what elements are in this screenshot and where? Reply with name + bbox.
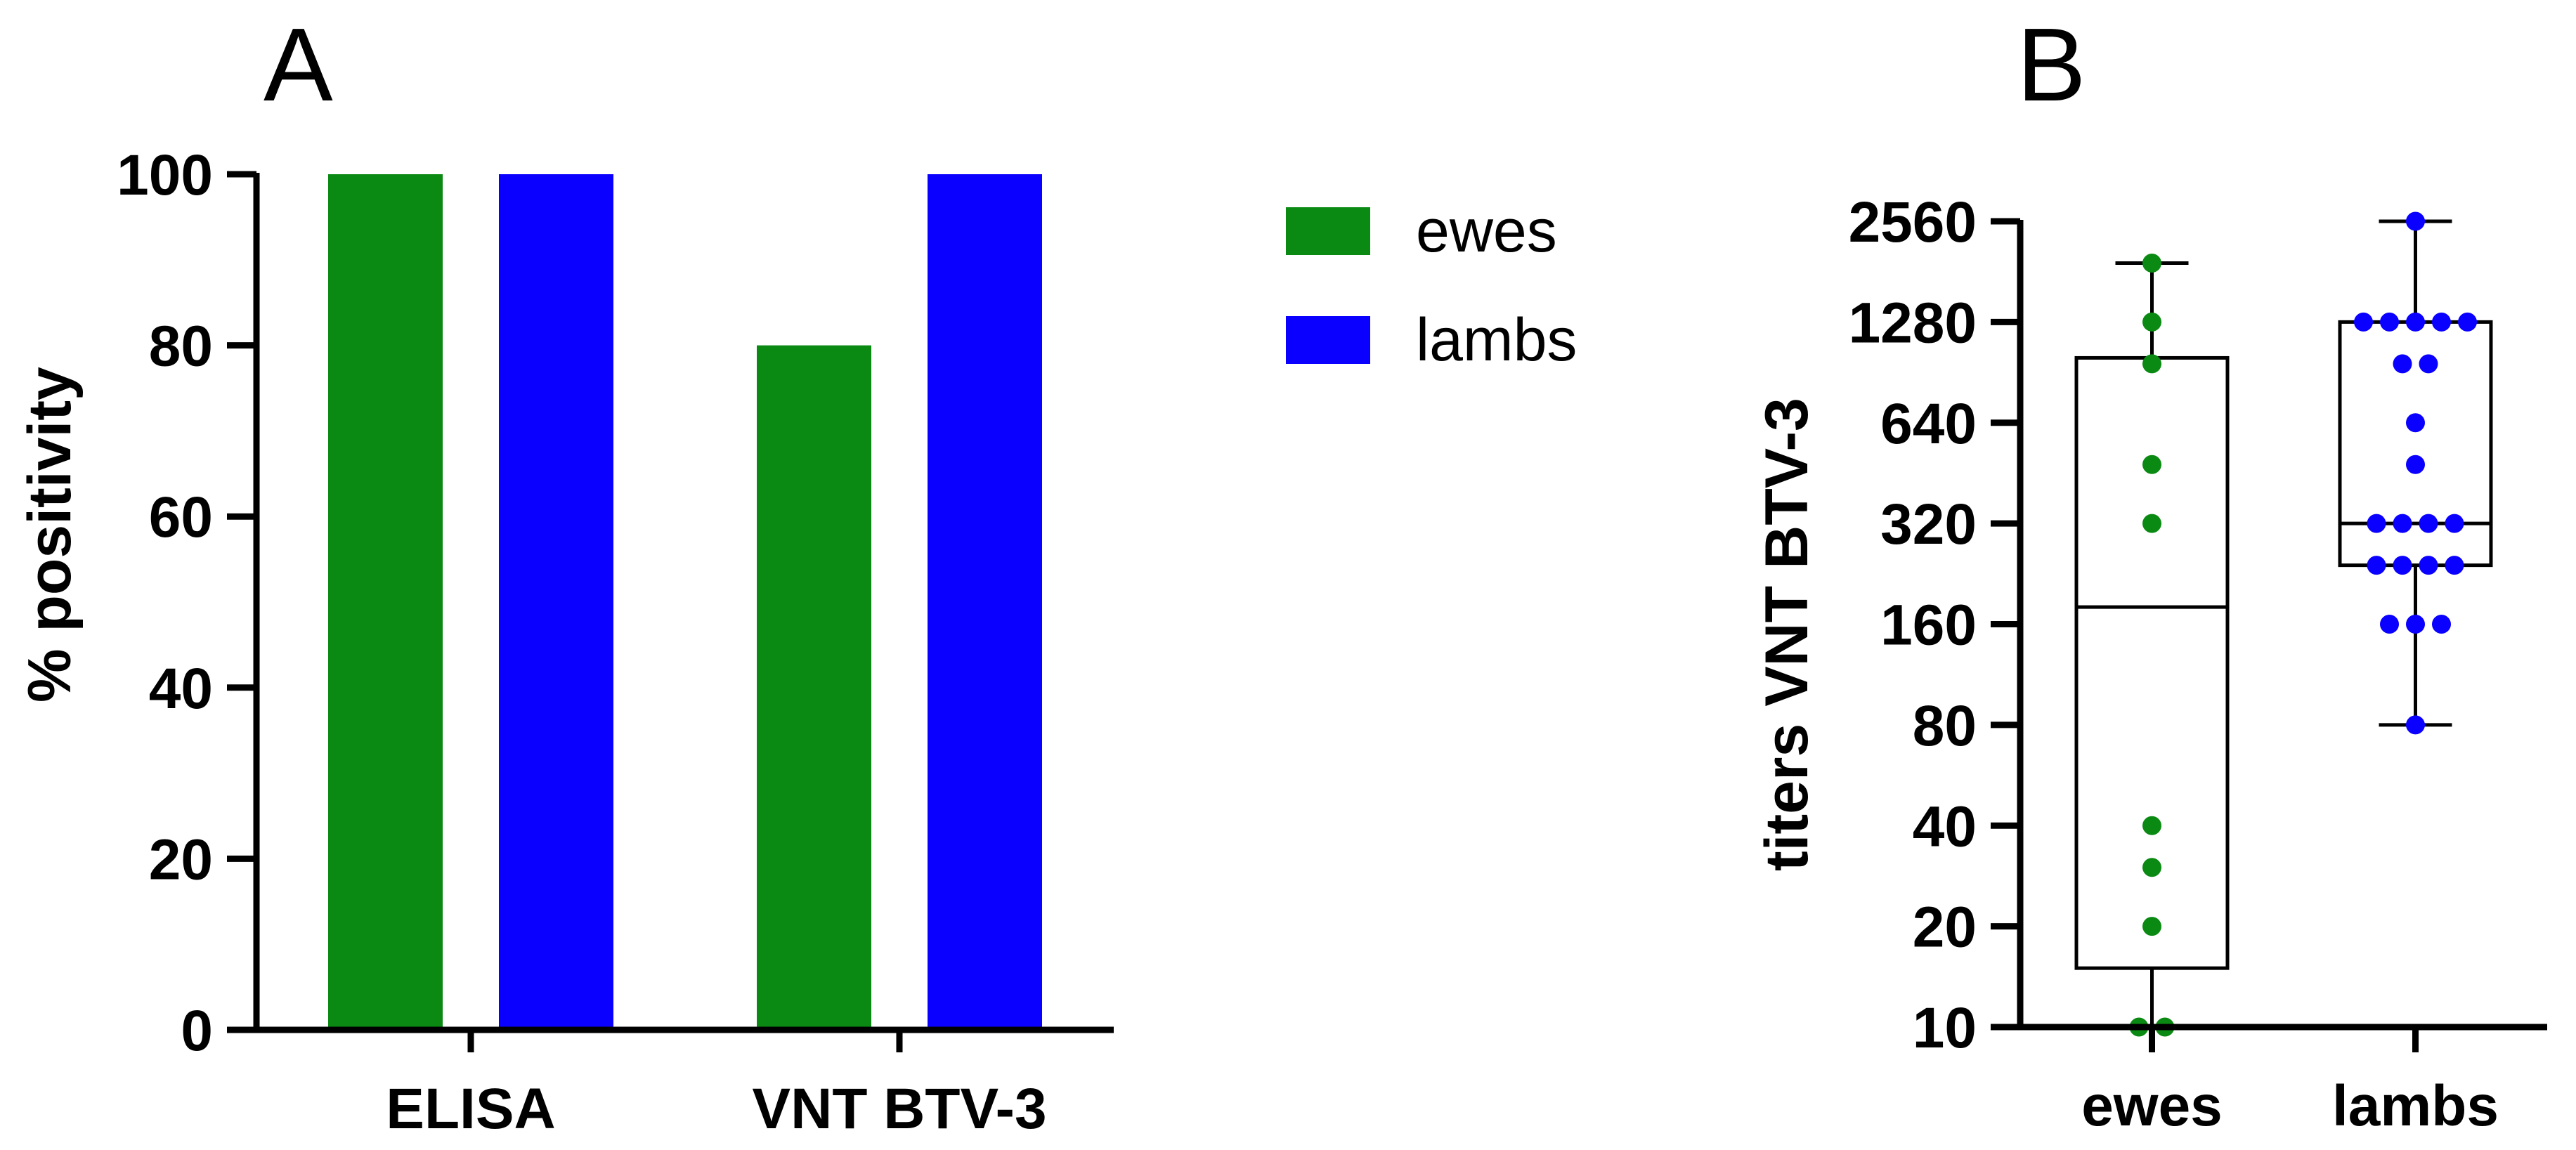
panel-a-x-tick-label: ELISA — [386, 1077, 555, 1141]
data-point-lambs — [2406, 455, 2425, 474]
data-point-lambs — [2406, 615, 2425, 634]
data-point-ewes — [2142, 312, 2161, 332]
data-point-ewes — [2142, 455, 2161, 474]
data-point-lambs — [2393, 354, 2412, 374]
panel-b-x-tick-label: ewes — [2081, 1074, 2223, 1138]
panel-b-y-tick-label: 40 — [1913, 795, 1977, 858]
panel-b-x-tick-label: lambs — [2332, 1074, 2499, 1138]
panel-a-bars — [328, 174, 1042, 1031]
data-point-lambs — [2419, 556, 2438, 575]
data-point-lambs — [2367, 556, 2386, 575]
data-point-lambs — [2419, 514, 2438, 533]
data-point-ewes — [2142, 254, 2161, 273]
data-point-lambs — [2380, 615, 2399, 634]
panel-b-y-tick-label: 80 — [1913, 694, 1977, 758]
panel-a: A % positivity ELISA VNT BTV-3 0 20 40 60 80 10… — [16, 7, 1577, 1141]
panel-b-axes: ewes lambs 10 20 40 80 160 320 640 1280 2560 — [1849, 190, 2547, 1138]
data-point-lambs — [2380, 312, 2399, 332]
box-lambs — [2338, 320, 2493, 568]
data-point-lambs — [2445, 556, 2464, 575]
data-point-lambs — [2393, 514, 2412, 533]
panel-a-legend: ewes lambs — [1286, 197, 1577, 374]
data-point-ewes — [2142, 514, 2161, 533]
data-point-lambs — [2406, 413, 2425, 433]
panel-b-y-tick-label: 20 — [1913, 896, 1977, 960]
panel-b-y-axis-title: titers VNT BTV-3 — [1753, 398, 1821, 871]
panel-a-y-tick-label: 0 — [181, 999, 213, 1063]
data-point-lambs — [2354, 312, 2373, 332]
data-point-lambs — [2393, 556, 2412, 575]
panel-b-y-tick-label: 2560 — [1849, 190, 1977, 254]
panel-a-y-axis-title: % positivity — [16, 367, 84, 703]
bar-lambs-vnt-btv-3 — [928, 174, 1042, 1030]
panel-b: B titers VNT BTV-3 ewes lambs 10 20 40 80 160 3… — [1753, 7, 2547, 1138]
panel-b-y-tick-label: 640 — [1880, 392, 1977, 456]
bar-ewes-vnt-btv-3 — [757, 345, 871, 1031]
data-point-lambs — [2445, 514, 2464, 533]
data-point-ewes — [2142, 816, 2161, 835]
panel-b-y-tick-label: 320 — [1880, 492, 1977, 556]
panel-a-y-tick-label: 60 — [149, 485, 213, 549]
panel-a-x-tick-label: VNT BTV-3 — [752, 1077, 1046, 1141]
panel-a-axes: ELISA VNT BTV-3 0 20 40 60 80 100 — [117, 143, 1114, 1141]
legend-label-ewes: ewes — [1416, 197, 1557, 265]
panel-a-y-tick-label: 20 — [149, 828, 213, 891]
panel-a-y-tick-label: 80 — [149, 315, 213, 379]
panel-b-y-tick-label: 10 — [1913, 996, 1977, 1060]
bar-lambs-elisa — [499, 174, 613, 1030]
data-point-lambs — [2419, 354, 2438, 374]
data-point-lambs — [2432, 615, 2451, 634]
legend-swatch-lambs — [1286, 316, 1370, 364]
panel-b-boxes — [2074, 219, 2493, 1029]
panel-a-y-tick-label: 40 — [149, 657, 213, 721]
panel-b-points — [2129, 211, 2477, 1037]
data-point-lambs — [2458, 312, 2477, 332]
panel-b-label: B — [2017, 7, 2086, 123]
legend-swatch-ewes — [1286, 207, 1370, 255]
data-point-ewes — [2142, 354, 2161, 374]
panel-b-y-tick-label: 160 — [1880, 594, 1977, 658]
data-point-lambs — [2406, 312, 2425, 332]
panel-b-y-tick-label: 1280 — [1849, 291, 1977, 355]
data-point-lambs — [2367, 514, 2386, 533]
bar-ewes-elisa — [328, 174, 443, 1030]
data-point-lambs — [2406, 715, 2425, 735]
panel-a-y-tick-label: 100 — [117, 143, 213, 207]
data-point-lambs — [2406, 211, 2425, 231]
panel-a-label: A — [264, 7, 333, 123]
data-point-ewes — [2142, 858, 2161, 877]
legend-label-lambs: lambs — [1416, 306, 1577, 374]
data-point-ewes — [2142, 917, 2161, 936]
data-point-lambs — [2432, 312, 2451, 332]
